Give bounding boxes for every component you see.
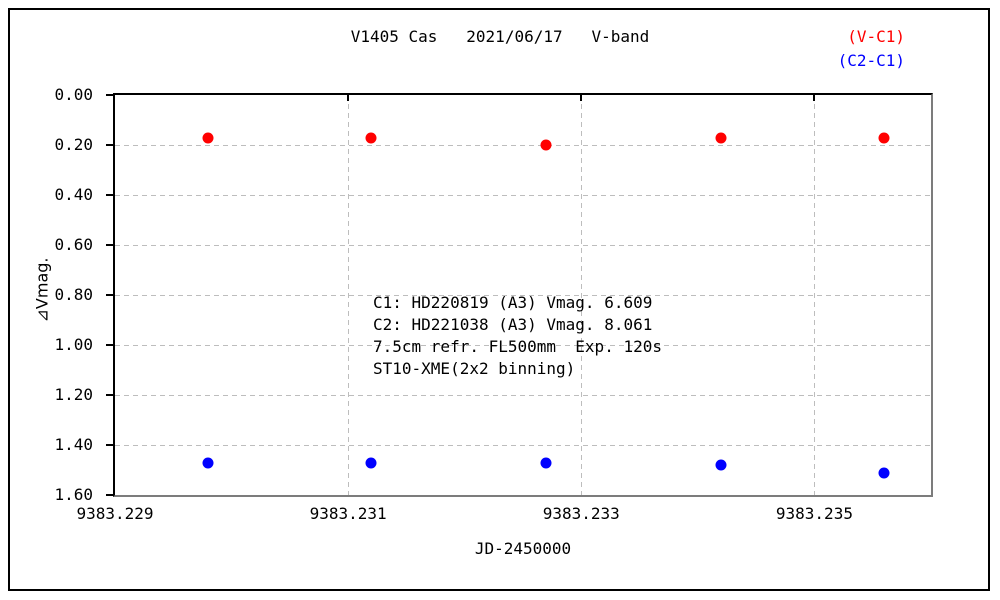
y-tick-label: 0.80 — [54, 285, 93, 304]
legend-item-c2-c1: (C2-C1) — [837, 51, 905, 70]
data-point — [878, 467, 890, 478]
y-tick-label: 1.20 — [54, 385, 93, 404]
h-gridline — [115, 395, 931, 396]
y-tick-label: 1.60 — [54, 485, 93, 504]
y-tick-label: 1.40 — [54, 435, 93, 454]
y-tick-label: 1.00 — [54, 335, 93, 354]
annotation-line-camera: ST10-XME(2x2 binning) — [373, 359, 576, 378]
y-tick-label: 0.00 — [54, 85, 93, 104]
x-tick-mark — [813, 95, 816, 101]
x-tick-mark — [347, 95, 350, 101]
x-axis-label: JD-2450000 — [474, 539, 572, 558]
window-border — [8, 8, 990, 591]
data-point — [365, 457, 377, 468]
data-point — [540, 457, 552, 468]
annotation-line-c1: C1: HD220819 (A3) Vmag. 6.609 — [373, 293, 653, 312]
v-gridline — [348, 95, 350, 495]
y-tick-label: 0.20 — [54, 135, 93, 154]
x-tick-label: 9383.233 — [542, 504, 620, 523]
y-tick-mark — [106, 294, 113, 296]
annotation-line-c2: C2: HD221038 (A3) Vmag. 8.061 — [373, 315, 653, 334]
y-tick-mark — [106, 244, 113, 246]
h-gridline — [115, 145, 931, 146]
x-tick-label: 9383.231 — [309, 504, 387, 523]
x-tick-label: 9383.235 — [775, 504, 853, 523]
y-tick-label: 0.40 — [54, 185, 93, 204]
annotation-line-telescope: 7.5cm refr. FL500mm Exp. 120s — [373, 337, 662, 356]
y-tick-mark — [106, 444, 113, 446]
y-tick-mark — [106, 194, 113, 196]
h-gridline — [115, 445, 931, 446]
data-point — [715, 459, 727, 471]
y-tick-mark — [106, 344, 113, 346]
v-gridline — [814, 95, 816, 495]
y-tick-mark — [106, 494, 113, 496]
h-gridline — [115, 295, 931, 296]
y-tick-mark — [106, 94, 113, 96]
y-tick-mark — [106, 144, 113, 146]
h-gridline — [115, 195, 931, 196]
legend: (V-C1) (C2-C1) — [838, 25, 905, 73]
chart-title: V1405 Cas 2021/06/17 V-band — [350, 27, 650, 46]
h-gridline — [115, 245, 931, 246]
y-tick-mark — [106, 394, 113, 396]
x-tick-label: 9383.229 — [76, 504, 154, 523]
data-point — [365, 132, 377, 143]
v-gridline — [581, 95, 583, 495]
data-point — [715, 132, 727, 143]
y-tick-label: 0.60 — [54, 235, 93, 254]
x-tick-mark — [580, 95, 583, 101]
annotation-block: C1: HD220819 (A3) Vmag. 6.609 C2: HD2210… — [373, 292, 662, 380]
plot-area — [113, 93, 933, 497]
h-gridline — [115, 345, 931, 346]
data-point — [540, 139, 552, 151]
data-point — [878, 132, 890, 143]
legend-item-v-c1: (V-C1) — [847, 27, 905, 46]
data-point — [202, 457, 214, 468]
data-point — [202, 132, 214, 143]
